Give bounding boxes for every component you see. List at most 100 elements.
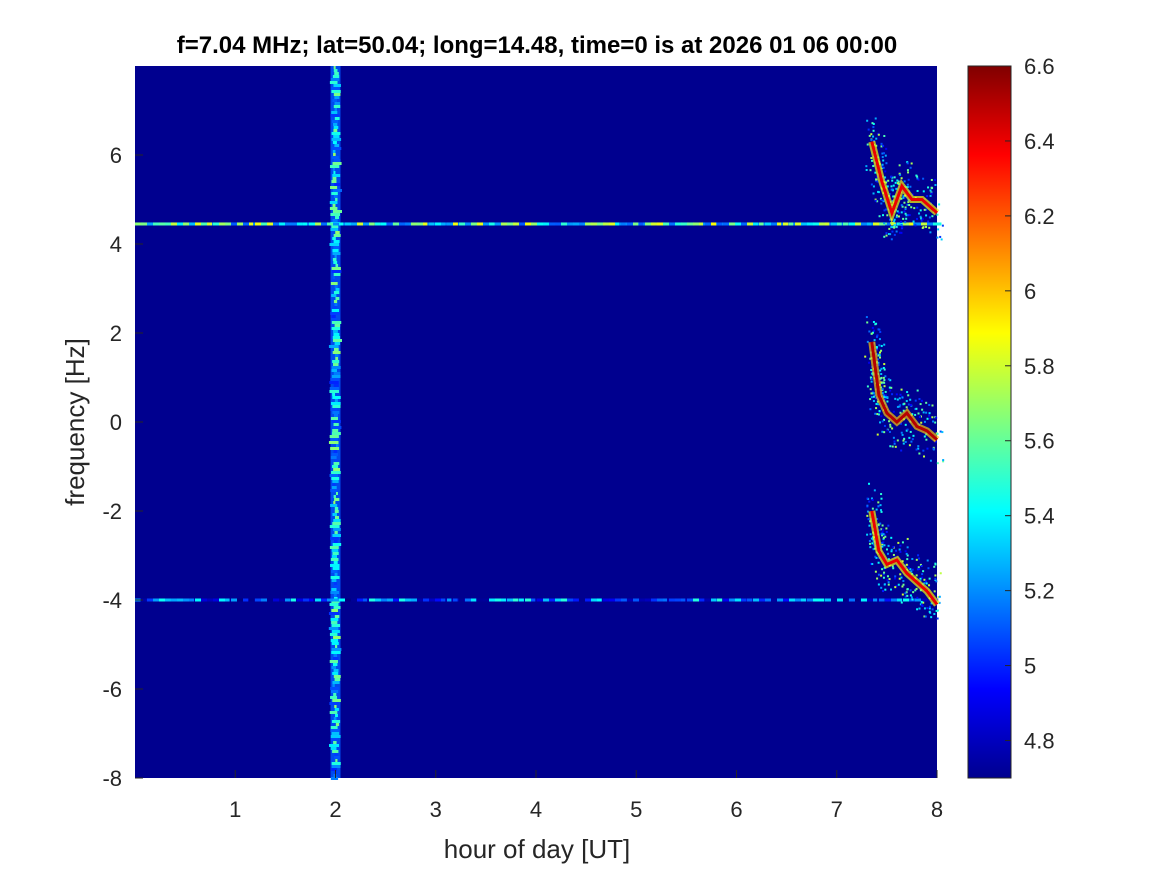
line-speckle — [399, 598, 408, 602]
trace-halo — [884, 222, 887, 225]
trace-halo — [886, 579, 889, 582]
trace-halo — [906, 183, 909, 186]
horizontal-line — [135, 222, 942, 226]
trace-halo — [885, 208, 888, 211]
trace-halo — [903, 201, 906, 204]
trace-halo — [917, 412, 920, 415]
trace-halo — [889, 389, 892, 392]
trace-halo — [893, 223, 896, 226]
trace-halo — [920, 399, 923, 402]
trace-halo — [904, 423, 907, 426]
trace-halo — [890, 188, 893, 191]
trace-halo — [933, 613, 936, 616]
trace-halo — [891, 189, 894, 192]
trace-halo — [933, 565, 936, 568]
line-speckle — [597, 222, 606, 226]
trace-halo — [889, 379, 892, 382]
line-speckle — [867, 222, 872, 226]
line-speckle — [531, 222, 540, 226]
line-speckle — [195, 222, 204, 226]
colorbar-tick-label: 6 — [1024, 279, 1036, 304]
line-speckle — [357, 598, 366, 602]
band-speckle — [334, 72, 339, 75]
line-speckle — [345, 222, 353, 226]
line-speckle — [873, 598, 878, 602]
line-speckle — [483, 222, 490, 226]
spectral-trace — [866, 482, 942, 620]
trace-halo — [903, 437, 906, 440]
trace-halo — [890, 588, 893, 591]
band-speckle — [332, 663, 338, 666]
line-speckle — [771, 598, 781, 602]
trace-halo — [879, 421, 882, 424]
line-speckle — [303, 598, 313, 602]
trace-halo — [866, 143, 869, 146]
trace-halo — [880, 509, 883, 512]
band-speckle — [333, 105, 341, 108]
line-speckle — [267, 598, 274, 602]
trace-halo — [886, 400, 889, 403]
line-speckle — [441, 598, 446, 602]
trace-halo — [891, 445, 894, 448]
band-speckle — [334, 399, 338, 402]
band-speckle — [331, 570, 338, 573]
line-speckle — [693, 598, 700, 602]
trace-halo — [879, 377, 882, 380]
line-speckle — [915, 598, 925, 602]
trace-halo — [877, 190, 880, 193]
trace-halo — [911, 557, 914, 560]
band-speckle — [332, 339, 342, 342]
spectral-trace — [865, 117, 944, 241]
line-speckle — [663, 222, 671, 226]
band-speckle — [328, 345, 339, 348]
trace-halo — [882, 590, 885, 593]
line-speckle — [213, 598, 220, 602]
trace-halo — [900, 177, 903, 180]
trace-halo — [879, 369, 882, 372]
line-speckle — [633, 598, 642, 602]
trace-halo — [919, 403, 922, 406]
trace-halo — [880, 367, 883, 370]
trace-halo — [932, 420, 935, 423]
trace-halo — [873, 394, 876, 397]
band-speckle — [329, 660, 338, 663]
trace-halo — [916, 596, 919, 599]
band-speckle — [332, 681, 340, 684]
trace-halo — [881, 543, 884, 546]
band-speckle — [329, 711, 338, 714]
line-speckle — [789, 598, 799, 602]
line-speckle — [555, 598, 562, 602]
trace-halo — [907, 566, 910, 569]
trace-halo — [901, 396, 904, 399]
trace-halo — [897, 583, 900, 586]
line-speckle — [651, 598, 659, 602]
band-speckle — [330, 456, 337, 459]
trace-halo — [890, 175, 893, 178]
trace-halo — [941, 224, 944, 227]
line-speckle — [585, 598, 592, 602]
band-speckle — [334, 183, 341, 186]
trace-halo — [871, 542, 874, 545]
line-speckle — [351, 598, 358, 602]
band-speckle — [333, 450, 338, 453]
trace-halo — [883, 343, 886, 346]
trace-halo — [872, 126, 875, 129]
band-speckle — [333, 669, 339, 672]
line-speckle — [819, 222, 829, 226]
trace-halo — [872, 320, 875, 323]
trace-halo — [896, 398, 899, 401]
line-speckle — [759, 598, 768, 602]
line-speckle — [219, 222, 228, 226]
trace-halo — [886, 552, 889, 555]
line-speckle — [177, 598, 185, 602]
line-speckle — [285, 222, 292, 226]
trace-halo — [916, 217, 919, 220]
trace-halo — [875, 403, 878, 406]
trace-halo — [888, 578, 891, 581]
trace-halo — [877, 505, 880, 508]
line-speckle — [471, 598, 477, 602]
trace-halo — [919, 415, 922, 418]
trace-halo — [872, 192, 875, 195]
line-speckle — [789, 222, 794, 226]
x-tick-label: 5 — [630, 797, 642, 822]
